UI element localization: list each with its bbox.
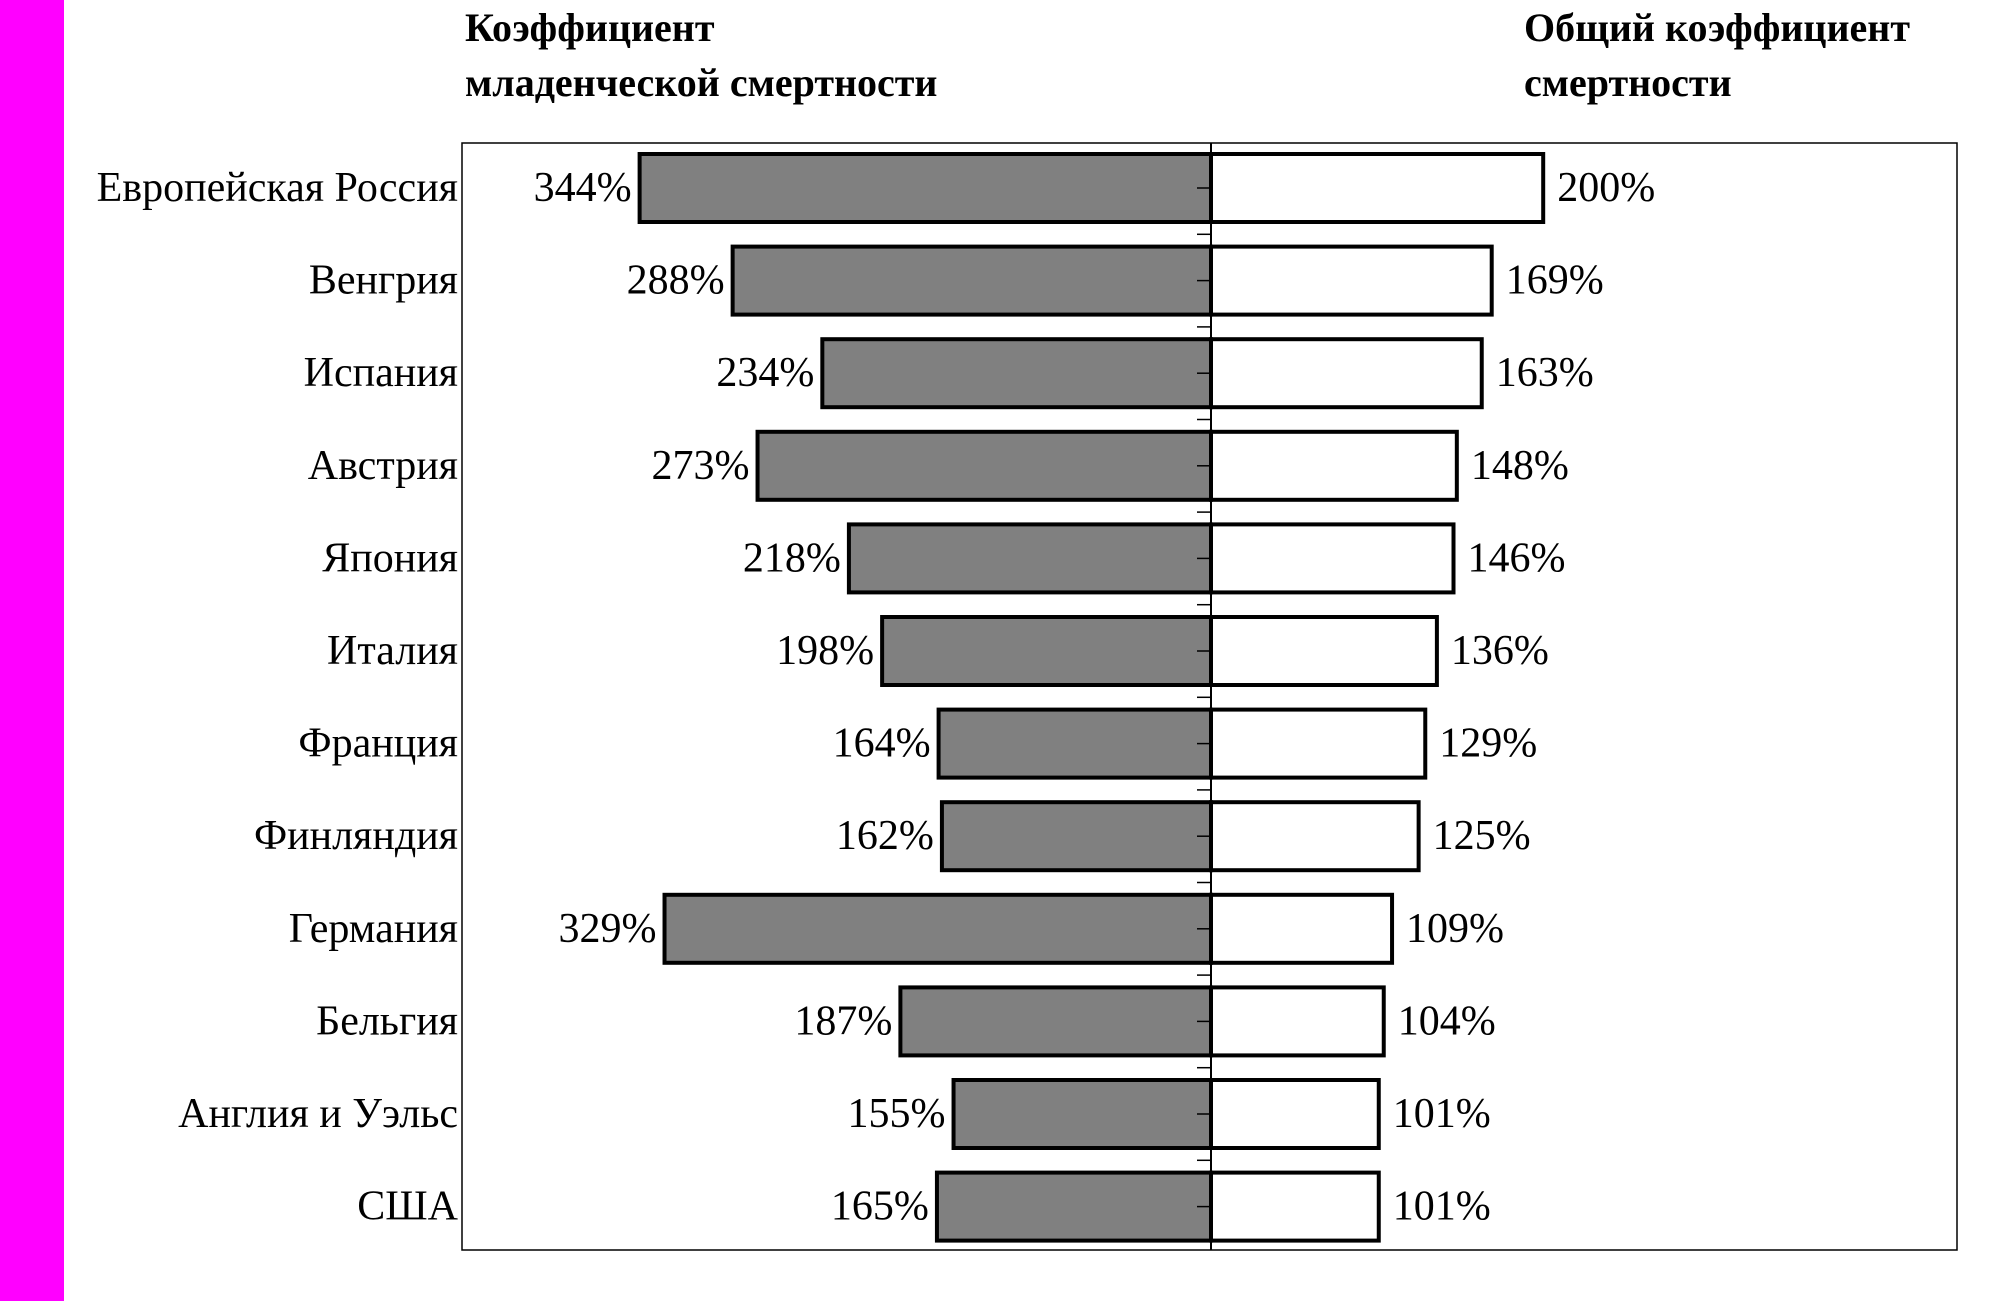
general-mortality-value-label: 200% [1557,165,1655,211]
general-mortality-value-label: 169% [1506,258,1604,304]
left-title-line-1: Коэффициент [465,5,715,50]
infant-mortality-value-label: 165% [831,1184,929,1230]
general-mortality-bar [1209,707,1428,780]
infant-mortality-value-label: 329% [559,906,657,952]
general-mortality-bar [1209,800,1421,873]
general-mortality-value-label: 104% [1398,998,1496,1044]
infant-mortality-bar [936,707,1213,780]
center-axis-layer [1197,143,1212,1250]
infant-mortality-bar [755,429,1213,502]
general-mortality-bar [1209,892,1395,965]
general-mortality-value-label: 146% [1468,535,1566,581]
general-mortality-bar [1209,429,1459,502]
category-label: Англия и Уэльс [178,1091,458,1137]
right-title-line-2: смертности [1524,60,1732,105]
general-mortality-value-label: 163% [1496,350,1594,396]
infant-mortality-value-label: 155% [848,1091,946,1137]
magenta-side-strip [0,0,64,1301]
left-title-line-2: младенческой смертности [465,60,937,105]
category-label: Бельгия [316,998,458,1044]
infant-mortality-bar [730,244,1214,317]
infant-mortality-value-label: 198% [776,628,874,674]
general-mortality-value-label: 125% [1433,813,1531,859]
right-title-line-1: Общий коэффициент [1524,5,1910,50]
category-label: Финляндия [254,813,458,859]
general-mortality-value-label: 148% [1471,443,1569,489]
category-label: Япония [322,535,458,581]
infant-mortality-value-label: 288% [627,258,725,304]
infant-mortality-bar [898,985,1213,1058]
general-mortality-bar [1209,615,1439,687]
infant-mortality-value-label: 344% [534,165,632,211]
plot-frame [461,142,1958,1251]
labels-layer: Европейская Россия 344% 200% Венгрия 288% 169… [97,165,1656,1230]
general-mortality-bar [1209,152,1546,224]
infant-mortality-value-label: 162% [836,813,934,859]
bars-layer [637,152,1546,1243]
general-mortality-bar [1209,1170,1381,1243]
general-mortality-value-label: 136% [1451,628,1549,674]
general-mortality-value-label: 129% [1439,721,1537,767]
infant-mortality-value-label: 164% [833,721,931,767]
general-mortality-bar [1209,522,1456,595]
infant-mortality-bar [662,892,1213,965]
category-label: Европейская Россия [97,165,458,211]
infant-mortality-bar [880,615,1213,687]
infant-mortality-bar [846,522,1213,595]
category-label: Германия [289,906,458,952]
infant-mortality-value-label: 218% [743,535,841,581]
category-label: Испания [304,350,458,396]
infant-mortality-bar [820,337,1213,410]
category-label: Австрия [308,443,458,489]
general-mortality-bar [1209,337,1484,410]
infant-mortality-value-label: 234% [716,350,814,396]
general-mortality-bar [1209,985,1386,1058]
category-label: Венгрия [309,258,458,304]
infant-mortality-bar [939,800,1214,873]
infant-mortality-value-label: 273% [652,443,750,489]
general-mortality-bar [1209,1078,1381,1150]
category-label: США [357,1184,458,1230]
general-mortality-value-label: 101% [1393,1184,1491,1230]
category-label: Франция [298,721,458,767]
general-mortality-value-label: 109% [1406,906,1504,952]
category-label: Италия [327,628,458,674]
infant-mortality-bar [637,152,1213,224]
general-mortality-bar [1209,244,1494,317]
infant-mortality-value-label: 187% [794,998,892,1044]
general-mortality-value-label: 101% [1393,1091,1491,1137]
infant-mortality-bar [951,1078,1213,1150]
infant-mortality-bar [934,1170,1213,1243]
